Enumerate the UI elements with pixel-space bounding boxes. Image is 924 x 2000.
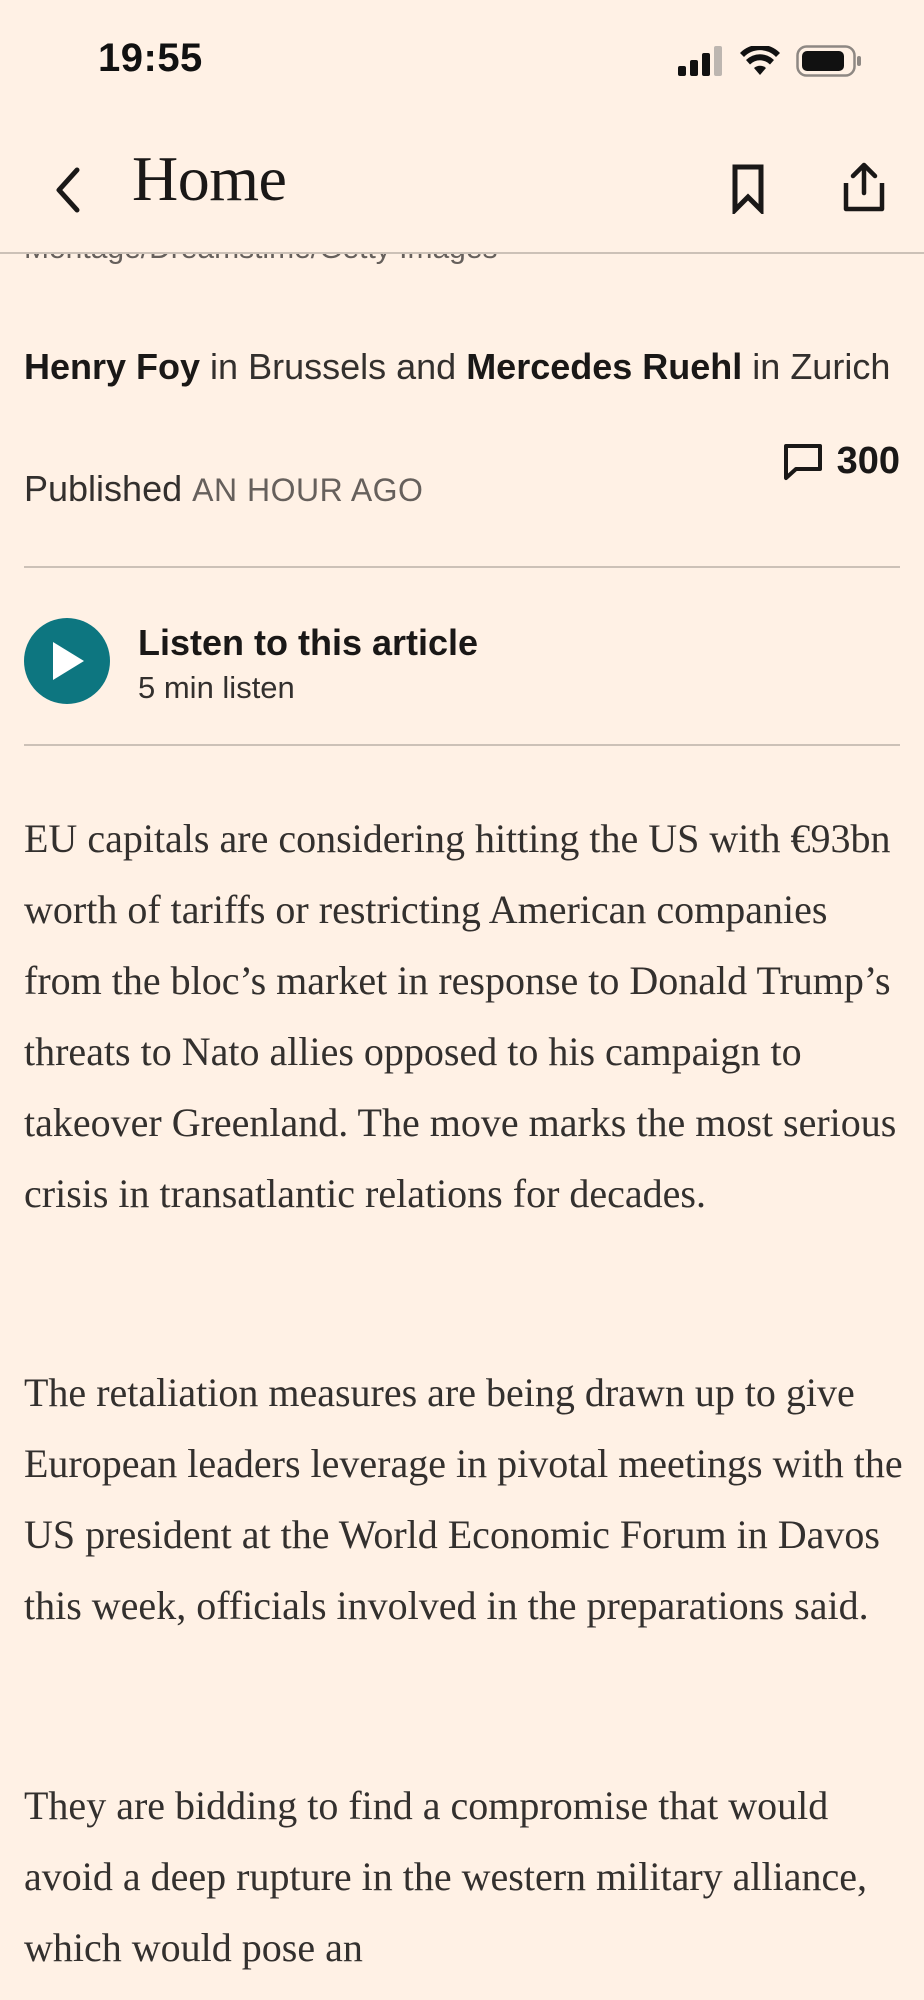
- bookmark-button[interactable]: [720, 154, 776, 224]
- play-icon: [53, 642, 84, 680]
- published-info: Published AN HOUR AGO: [24, 468, 423, 510]
- header-divider: [0, 252, 924, 254]
- author-link[interactable]: Henry Foy: [24, 346, 201, 387]
- published-time: AN HOUR AGO: [192, 472, 424, 508]
- nav-header: Home: [0, 130, 924, 252]
- listen-duration: 5 min listen: [138, 670, 295, 705]
- article-paragraph: The retaliation measures are being drawn…: [24, 1370, 903, 1628]
- status-time: 19:55: [98, 36, 203, 80]
- share-button[interactable]: [834, 150, 894, 224]
- article-paragraph: They are bidding to find a compromise th…: [24, 1783, 868, 1970]
- comments-button[interactable]: 300: [783, 440, 900, 483]
- battery-icon: [796, 45, 861, 77]
- byline-location: in Brussels and: [200, 346, 467, 387]
- wifi-icon: [740, 46, 780, 75]
- comment-icon: [783, 443, 822, 480]
- byline-location: in Zurich: [742, 346, 891, 387]
- image-caption-text: Montage/Dreamstime/Getty Images: [24, 254, 498, 266]
- author-link[interactable]: Mercedes Ruehl: [466, 346, 743, 387]
- image-caption: Montage/Dreamstime/Getty Images: [0, 254, 924, 268]
- signal-icon: [678, 46, 722, 76]
- divider: [24, 566, 900, 568]
- comments-count: 300: [836, 440, 900, 482]
- byline: Henry Foy in Brussels and Mercedes Ruehl…: [24, 346, 904, 388]
- share-icon: [843, 162, 885, 212]
- chevron-left-icon: [56, 167, 80, 213]
- back-button[interactable]: [40, 152, 96, 228]
- published-label: Published: [24, 468, 193, 509]
- listen-title[interactable]: Listen to this article: [138, 622, 479, 663]
- bookmark-icon: [732, 164, 764, 214]
- status-icons: [678, 44, 862, 78]
- status-bar: 19:55: [0, 0, 924, 120]
- article-paragraph: EU capitals are considering hitting the …: [24, 816, 897, 1216]
- divider: [24, 744, 900, 746]
- back-label[interactable]: Home: [132, 143, 287, 214]
- listen-play-button[interactable]: [24, 618, 110, 704]
